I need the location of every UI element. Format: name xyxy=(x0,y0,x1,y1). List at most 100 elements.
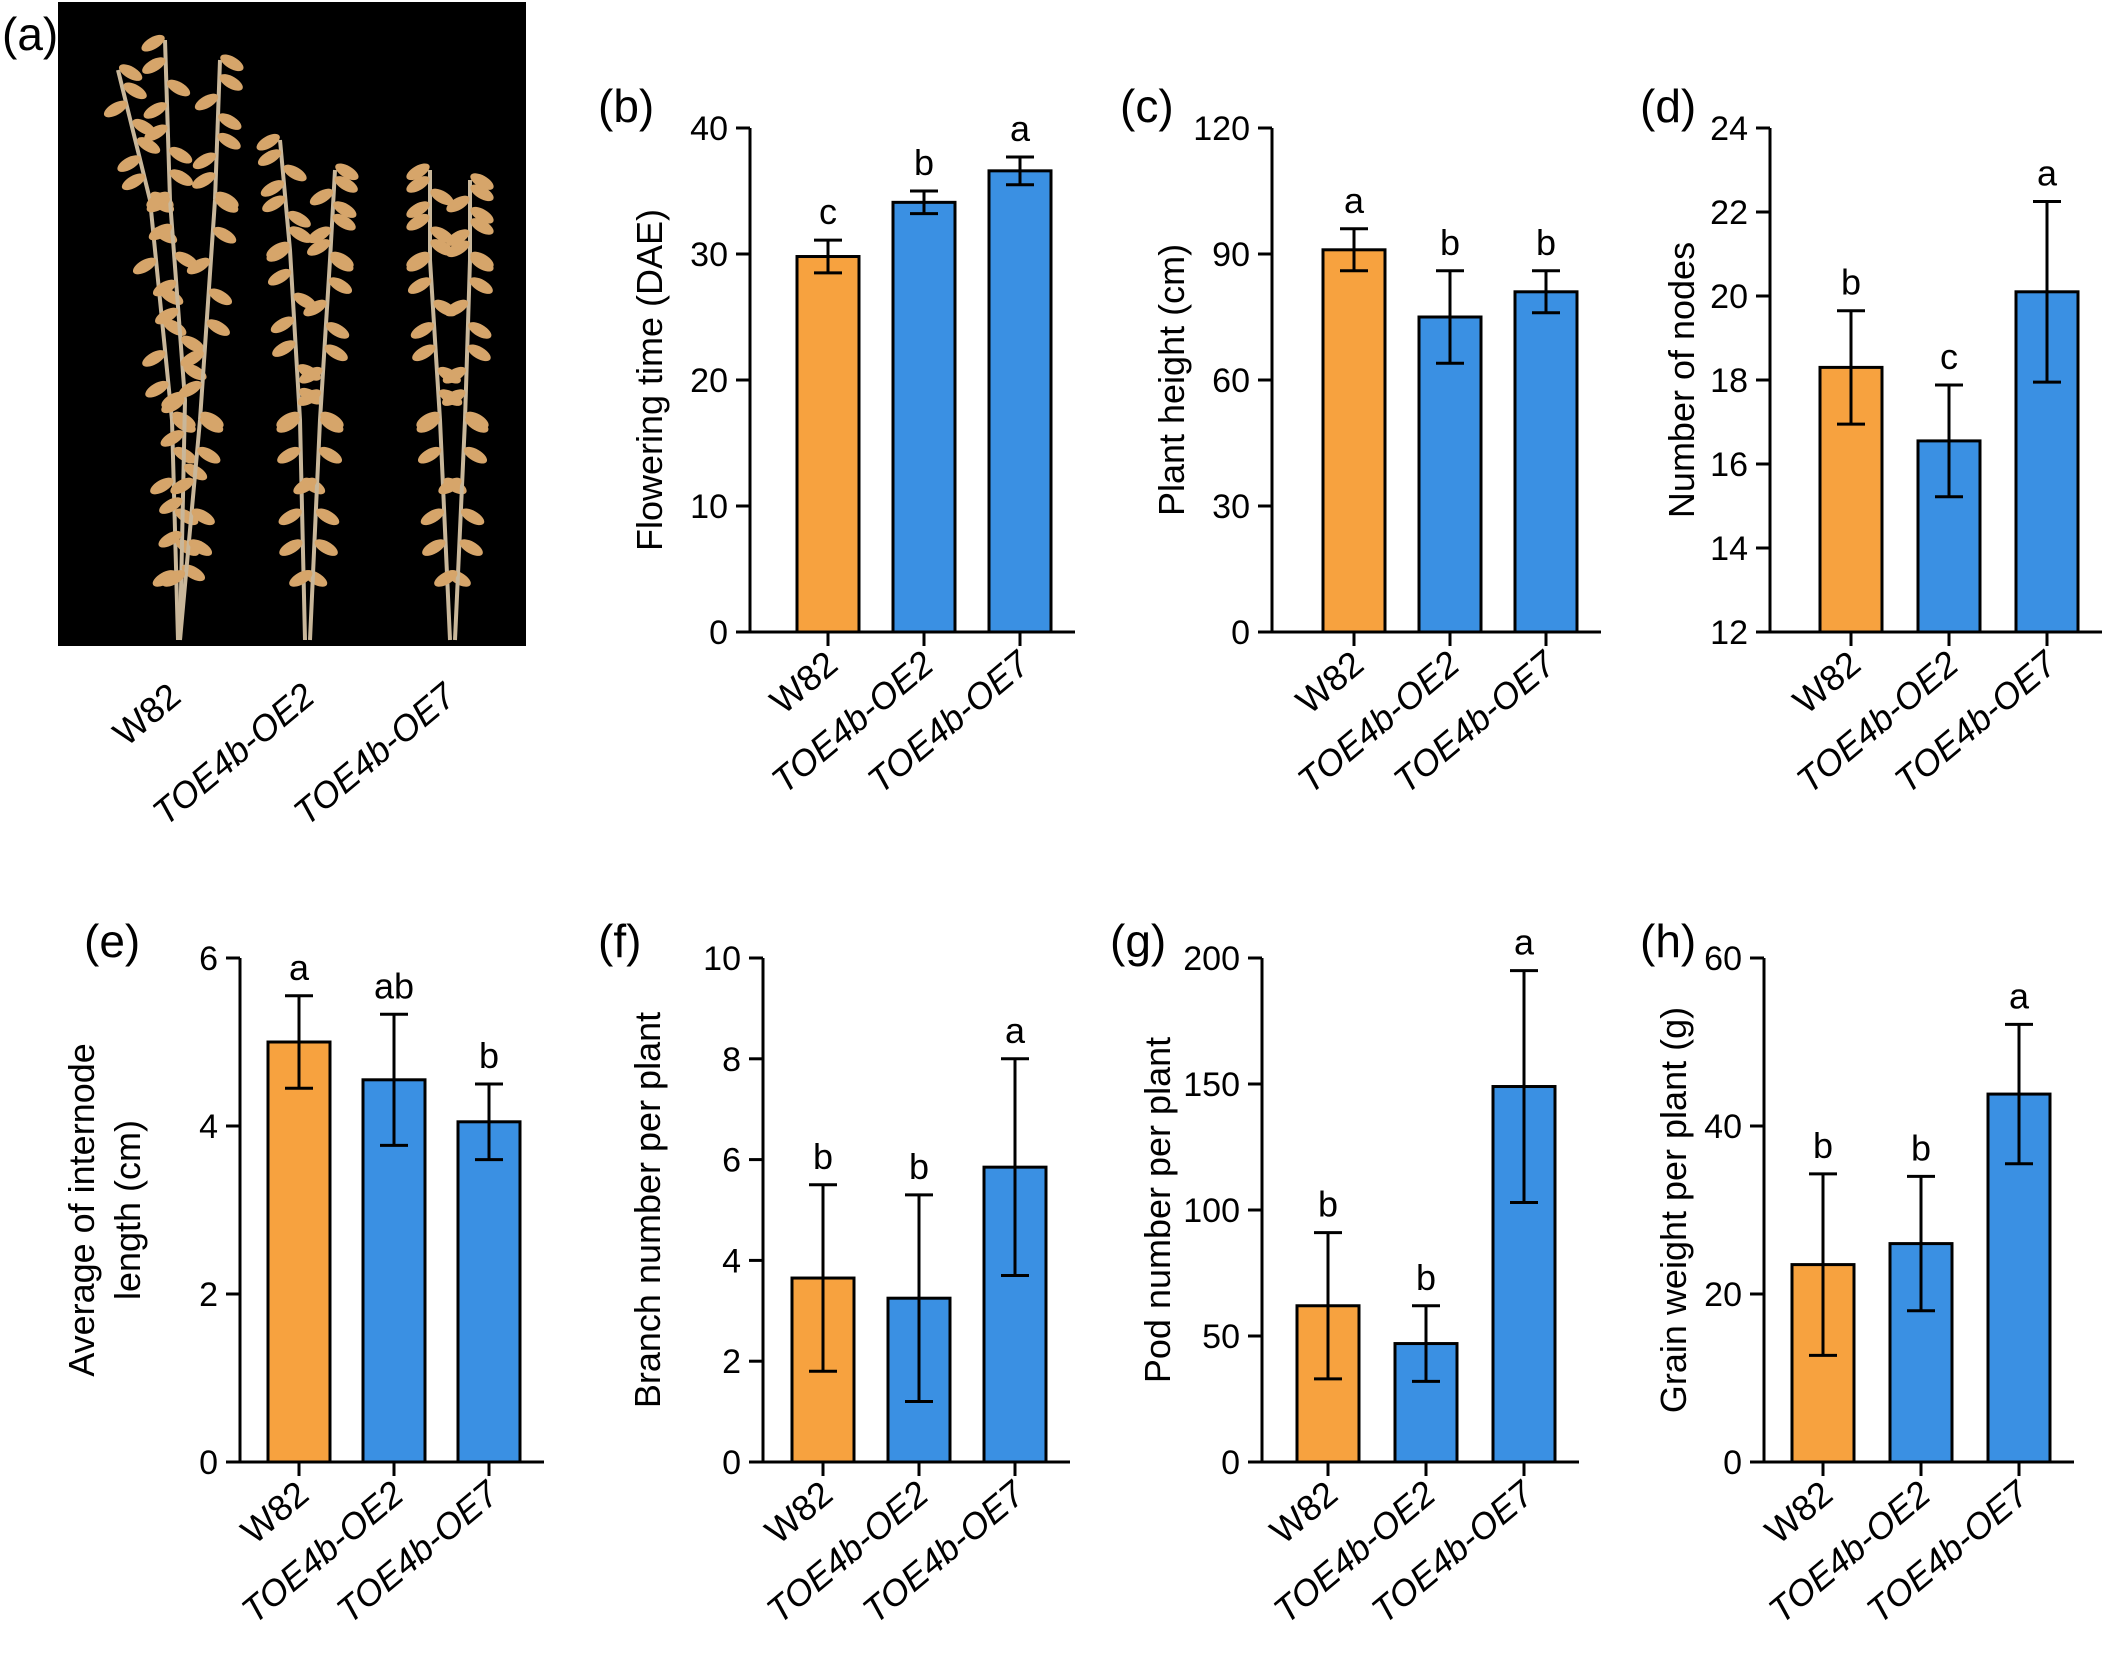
plant-illustration xyxy=(103,34,494,641)
pod-shape xyxy=(422,539,446,556)
y-axis-title: Average of internode length (cm) xyxy=(61,1043,148,1377)
significance-label: b xyxy=(1911,1127,1931,1168)
y-tick-label: 0 xyxy=(722,1444,741,1482)
pod-shape xyxy=(332,213,356,231)
category-label: W82 xyxy=(1262,1473,1345,1552)
pod-shape xyxy=(307,239,331,256)
pod-shape xyxy=(277,446,301,464)
pod-shape xyxy=(314,539,338,556)
y-tick-label: 0 xyxy=(709,614,728,652)
y-tick-label: 20 xyxy=(1710,278,1748,316)
bar-toe4b-oe2 xyxy=(1417,315,1483,634)
panel-letter-a: (a) xyxy=(2,8,58,60)
y-tick-label: 16 xyxy=(1710,446,1748,484)
pod-shape xyxy=(446,240,470,258)
significance-label: b xyxy=(909,1146,929,1187)
pod-shape xyxy=(183,363,207,381)
y-tick-label: 200 xyxy=(1183,940,1240,978)
pod-shape xyxy=(333,201,357,218)
pod-shape xyxy=(307,226,332,244)
pod-shape xyxy=(320,411,344,429)
pod-shape xyxy=(279,539,303,556)
panel-letter: (b) xyxy=(598,80,654,132)
pod-shape xyxy=(430,188,454,206)
pod-shape xyxy=(467,344,491,362)
pod-shape xyxy=(155,307,179,325)
pod-shape xyxy=(197,446,221,464)
pod-shape xyxy=(161,391,185,409)
pod-shape xyxy=(470,206,494,224)
significance-label: a xyxy=(2009,975,2030,1016)
y-tick-label: 2 xyxy=(199,1276,218,1314)
pod-shape xyxy=(220,54,244,72)
significance-label: b xyxy=(1416,1257,1436,1298)
pod-shape xyxy=(460,508,485,526)
pod-shape xyxy=(324,344,348,362)
y-tick-label: 150 xyxy=(1183,1066,1240,1104)
pod-shape xyxy=(215,191,239,209)
panel-letter: (e) xyxy=(84,915,140,967)
plant-stem xyxy=(178,59,222,641)
pod-shape xyxy=(132,257,157,275)
y-axis-title: Flowering time (DAE) xyxy=(629,209,670,551)
pod-shape xyxy=(143,102,167,119)
pod-shape xyxy=(406,251,430,269)
pod-shape xyxy=(266,241,290,259)
pod-shape xyxy=(283,164,307,182)
pod-shape xyxy=(446,229,470,246)
pod-shape xyxy=(194,93,219,111)
pod-shape xyxy=(412,344,436,362)
pod-shape xyxy=(180,350,204,367)
category-label: W82 xyxy=(762,643,845,722)
pod-shape xyxy=(159,497,183,514)
pod-shape xyxy=(309,188,334,206)
y-tick-label: 100 xyxy=(1183,1192,1240,1230)
significance-label: a xyxy=(1514,922,1535,963)
significance-label: b xyxy=(1813,1125,1833,1166)
y-tick-label: 18 xyxy=(1710,362,1748,400)
pod-shape xyxy=(420,508,445,526)
pod-shape xyxy=(444,299,469,317)
pod-shape xyxy=(470,173,494,190)
significance-label: b xyxy=(813,1136,833,1177)
pod-shape xyxy=(287,210,311,228)
y-tick-label: 90 xyxy=(1212,236,1250,274)
pod-shape xyxy=(470,218,494,235)
pod-shape xyxy=(208,288,233,306)
y-tick-label: 0 xyxy=(199,1444,218,1482)
pod-shape xyxy=(289,570,313,587)
bar-toe4b-oe2 xyxy=(891,200,957,634)
significance-label: b xyxy=(1440,222,1460,263)
pod-shape xyxy=(257,149,282,166)
pod-shape xyxy=(186,257,211,275)
y-tick-label: 50 xyxy=(1202,1318,1240,1356)
pod-shape xyxy=(442,366,467,384)
pod-shape xyxy=(407,277,432,294)
y-tick-label: 4 xyxy=(199,1108,218,1146)
y-tick-label: 30 xyxy=(690,236,728,274)
bar-toe4b-oe7 xyxy=(456,1120,522,1464)
pod-shape xyxy=(406,163,430,181)
pod-shape xyxy=(117,155,141,172)
y-axis-title: Pod number per plant xyxy=(1137,1037,1178,1383)
pod-shape xyxy=(200,411,224,429)
pod-shape xyxy=(146,191,170,209)
y-tick-label: 6 xyxy=(722,1142,741,1180)
pod-shape xyxy=(152,279,177,297)
pod-shape xyxy=(150,477,174,495)
pod-shape xyxy=(191,508,215,526)
pod-shape xyxy=(297,389,322,406)
pod-shape xyxy=(470,184,494,202)
pod-shape xyxy=(192,172,216,189)
panel-letter: (f) xyxy=(598,915,641,967)
pod-shape xyxy=(161,570,186,587)
category-label: W82 xyxy=(757,1473,840,1552)
panel-letter: (h) xyxy=(1640,915,1696,967)
pod-shape xyxy=(468,322,492,339)
pod-shape xyxy=(148,223,173,241)
pod-shape xyxy=(123,82,147,100)
